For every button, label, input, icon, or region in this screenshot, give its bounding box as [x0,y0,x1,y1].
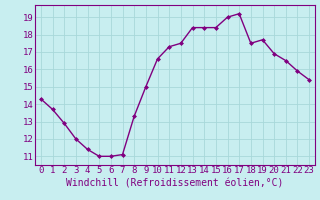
X-axis label: Windchill (Refroidissement éolien,°C): Windchill (Refroidissement éolien,°C) [66,178,284,188]
